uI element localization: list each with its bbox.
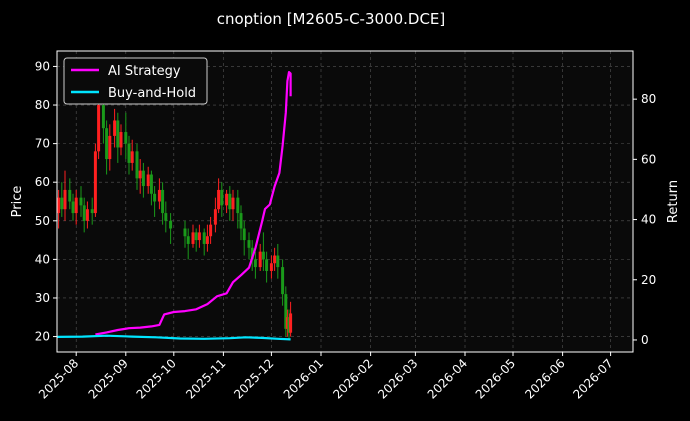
candle-body: [57, 197, 61, 214]
candle-body: [236, 197, 240, 214]
legend-box: [63, 57, 208, 105]
y-left-tick-label: 50: [35, 214, 50, 228]
y-axis-label-left: Price: [10, 186, 25, 218]
candle-body: [285, 317, 289, 329]
candle-body: [97, 105, 101, 152]
candlesticks: [57, 89, 293, 341]
candle-body: [253, 259, 257, 268]
candle-body: [82, 205, 86, 221]
y-left-tick-label: 60: [35, 175, 50, 189]
candle-body: [191, 232, 195, 244]
legend-label-ai-strategy: AI Strategy: [108, 64, 181, 79]
candle-body: [116, 120, 120, 148]
candle-body: [258, 251, 262, 268]
series-lines: [56, 70, 292, 341]
candle-body: [209, 224, 213, 237]
plot-frame: [56, 50, 634, 353]
candle-body: [169, 220, 173, 229]
candle-body: [265, 259, 269, 271]
candle-body: [239, 213, 243, 229]
series-line-ai-strategy: [95, 70, 292, 336]
candle-body: [68, 189, 72, 202]
y-right-tick-label: 80: [641, 92, 656, 106]
candle-body: [183, 228, 187, 237]
series-line-buy-and-hold: [56, 334, 291, 341]
chart-title: cnoption [M2605-C-3000.DCE]: [217, 10, 446, 28]
candle-body: [93, 151, 97, 214]
candle-body: [105, 128, 109, 160]
legend-label-buy-and-hold: Buy-and-Hold: [108, 86, 196, 101]
candle-body: [242, 228, 246, 241]
candle-body: [135, 151, 139, 179]
candle-body: [261, 251, 265, 260]
candle-body: [250, 247, 254, 260]
y-left-tick-label: 90: [35, 59, 50, 73]
candle-body: [119, 132, 123, 148]
y-left-tick-label: 70: [35, 137, 50, 151]
candle-body: [194, 232, 198, 241]
candle-body: [213, 209, 217, 225]
candle-body: [113, 120, 117, 136]
candle-body: [141, 170, 145, 187]
y-left-tick-label: 40: [35, 252, 50, 266]
candle-body: [71, 201, 75, 214]
grid: [57, 51, 633, 352]
candle-body: [130, 151, 134, 163]
y-right-tick-label: 40: [641, 213, 656, 227]
candle-body: [202, 232, 206, 244]
candle-body: [220, 189, 224, 206]
y-right-tick-label: 20: [641, 273, 656, 287]
candle-body: [101, 105, 105, 129]
candle-body: [161, 189, 165, 214]
candle-body: [138, 170, 142, 179]
candle-body: [276, 255, 280, 268]
candle-body: [63, 189, 67, 210]
candle-body: [231, 197, 235, 210]
y-left-tick-label: 80: [35, 98, 50, 112]
candle-body: [60, 197, 64, 210]
candle-body: [164, 213, 168, 221]
candle-body: [108, 135, 112, 160]
candle-body: [127, 143, 131, 163]
y-right-tick-label: 0: [641, 333, 649, 347]
candle-body: [284, 294, 288, 329]
candle-body: [273, 255, 277, 264]
candle-body: [186, 236, 190, 244]
candle-body: [74, 197, 78, 214]
candle-body: [79, 197, 83, 206]
legend: AI Strategy Buy-and-Hold: [63, 57, 208, 105]
candle-body: [205, 236, 209, 244]
candle-body: [153, 193, 157, 202]
y-axis-label-right: Return: [666, 180, 681, 223]
candle-body: [90, 209, 94, 214]
y-left-tick-label: 30: [35, 291, 50, 305]
candle-body: [287, 317, 291, 333]
candle-body: [225, 193, 229, 206]
candle-body: [289, 313, 293, 333]
candle-body: [228, 193, 232, 210]
candle-body: [269, 263, 273, 271]
candle-body: [157, 189, 161, 202]
candle-body: [85, 209, 89, 221]
candle-body: [197, 232, 201, 241]
candle-body: [281, 267, 285, 295]
candle-body: [124, 132, 128, 144]
y-left-tick-label: 20: [35, 330, 50, 344]
candle-body: [247, 240, 251, 248]
candle-body: [217, 189, 221, 210]
candle-body: [149, 174, 153, 194]
y-right-tick-label: 60: [641, 152, 656, 166]
candle-body: [146, 174, 150, 187]
